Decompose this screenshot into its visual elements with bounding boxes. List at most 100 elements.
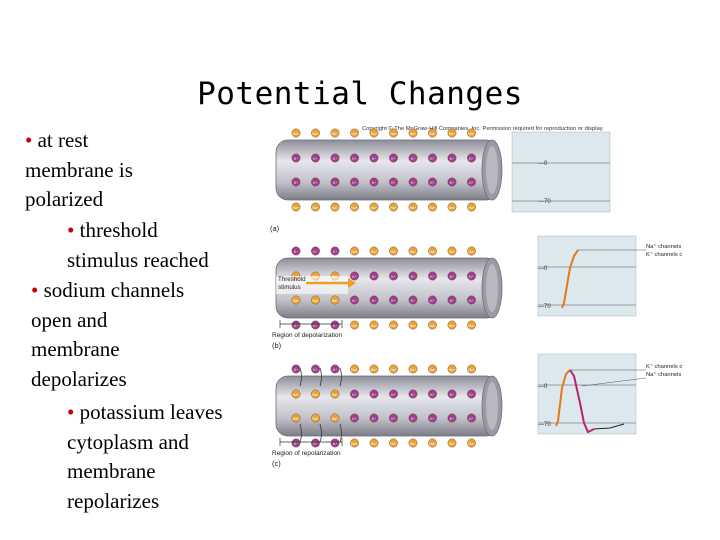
potassium-ion: K⁺ — [369, 389, 379, 399]
ion-circle — [369, 202, 379, 212]
sodium-ion: Na⁺ — [428, 364, 437, 374]
ion-label: Na⁺ — [390, 132, 397, 136]
bullet-3-line-3: membrane — [31, 337, 120, 361]
sodium-ion: Na⁺ — [369, 320, 379, 330]
sodium-ion: Na⁺ — [389, 364, 398, 374]
ion-circle — [369, 413, 379, 423]
ion-label: K⁺ — [352, 275, 356, 279]
sodium-ion: Na⁺ — [447, 320, 457, 330]
potassium-ion: K⁺ — [330, 438, 340, 448]
potassium-ion: K⁺ — [447, 295, 457, 305]
ion-circle — [350, 246, 359, 256]
axon-membrane — [275, 139, 503, 201]
ion-label: Na⁺ — [429, 368, 436, 372]
potassium-ion: K⁺ — [389, 413, 398, 423]
bullet-4-line-1: • potassium leaves — [67, 398, 223, 428]
ion-circle — [467, 153, 476, 163]
bullet-dot: • — [25, 128, 33, 152]
ion-circle — [389, 295, 398, 305]
sodium-ion: Na⁺ — [311, 389, 320, 399]
bullet-3-line-1: • sodium channels — [31, 276, 184, 306]
panel-a-letter: (a) — [270, 224, 280, 233]
ion-circle — [291, 320, 301, 330]
ion-circle — [330, 295, 340, 305]
ion-circle — [350, 320, 359, 330]
sodium-ion: Na⁺ — [467, 128, 476, 138]
ion-label: Na⁺ — [410, 206, 417, 210]
panel-c-letter: (c) — [272, 459, 281, 468]
bullet-text: at rest — [32, 128, 89, 152]
ion-label: Na⁺ — [332, 393, 339, 397]
sodium-ion: Na⁺ — [408, 202, 418, 212]
repolarization-trace — [569, 369, 595, 434]
potassium-ion: K⁺ — [291, 153, 301, 163]
ion-circle — [389, 271, 398, 281]
ion-label: K⁺ — [352, 181, 356, 185]
k-efflux-arrow-top — [319, 367, 322, 387]
sodium-ion: Na⁺ — [311, 202, 320, 212]
ion-circle — [369, 320, 379, 330]
potassium-ion: K⁺ — [408, 389, 418, 399]
stimulus-arrow-head — [348, 278, 356, 288]
ion-circle — [467, 128, 476, 138]
bullet-4-line-2: cytoplasm and — [67, 429, 189, 454]
sodium-ion: Na⁺ — [408, 128, 418, 138]
potassium-ion: K⁺ — [467, 413, 476, 423]
ion-label: Na⁺ — [410, 250, 417, 254]
sodium-ion: Na⁺ — [408, 246, 418, 256]
sodium-ion: Na⁺ — [447, 128, 457, 138]
k-closed-label: K⁺ channels closed — [646, 251, 682, 258]
scale-label-zero: —0 — [538, 384, 548, 390]
ion-circle — [408, 271, 418, 281]
ion-circle — [428, 177, 437, 187]
sodium-ion: Na⁺ — [389, 246, 398, 256]
potassium-ion: K⁺ — [350, 177, 359, 187]
ion-circle — [467, 177, 476, 187]
ion-label: Na⁺ — [312, 299, 319, 303]
sodium-ion: Na⁺ — [311, 128, 320, 138]
ion-circle — [389, 320, 398, 330]
potassium-ion: K⁺ — [350, 295, 359, 305]
bullet-text: sodium channels — [38, 278, 185, 302]
ion-circle — [428, 202, 437, 212]
ion-label: Na⁺ — [312, 417, 319, 421]
voltage-graph — [537, 235, 637, 317]
na-closed-label: Na⁺ channels closed — [646, 371, 682, 378]
ion-label: K⁺ — [450, 275, 454, 279]
potassium-ion: K⁺ — [389, 153, 398, 163]
potassium-ion: K⁺ — [291, 320, 301, 330]
ion-circle — [467, 438, 476, 448]
ion-label: K⁺ — [391, 275, 395, 279]
voltage-graph — [537, 353, 637, 435]
ion-label: K⁺ — [430, 417, 434, 421]
potassium-ion: K⁺ — [369, 271, 379, 281]
potassium-ion: K⁺ — [467, 153, 476, 163]
sodium-ion: Na⁺ — [369, 364, 379, 374]
ion-circle — [291, 438, 301, 448]
ion-label: Na⁺ — [429, 442, 436, 446]
ion-circle — [389, 202, 398, 212]
ion-circle — [428, 389, 437, 399]
ion-circle — [291, 153, 301, 163]
ion-circle — [369, 271, 379, 281]
ion-circle — [291, 202, 301, 212]
ion-label: Na⁺ — [371, 250, 378, 254]
ion-label: K⁺ — [411, 181, 415, 185]
bullet-text: threshold — [74, 218, 158, 242]
stimulus-label: stimulus — [278, 284, 301, 291]
scale-label-minus70: —70 — [538, 422, 551, 428]
potassium-ion: K⁺ — [350, 271, 359, 281]
ion-label: Na⁺ — [449, 442, 456, 446]
potassium-ion: K⁺ — [428, 389, 437, 399]
ion-circle — [330, 413, 340, 423]
sodium-ion: Na⁺ — [330, 128, 340, 138]
potassium-ion: K⁺ — [330, 246, 340, 256]
ion-circle — [428, 364, 437, 374]
ion-label: K⁺ — [352, 299, 356, 303]
baseline-return-trace — [593, 423, 625, 430]
sodium-ion: Na⁺ — [389, 320, 398, 330]
ion-label: Na⁺ — [293, 299, 300, 303]
ion-circle — [389, 128, 398, 138]
ion-circle — [408, 389, 418, 399]
copyright-text: Copyright © The McGraw-Hill Companies, I… — [362, 125, 604, 132]
